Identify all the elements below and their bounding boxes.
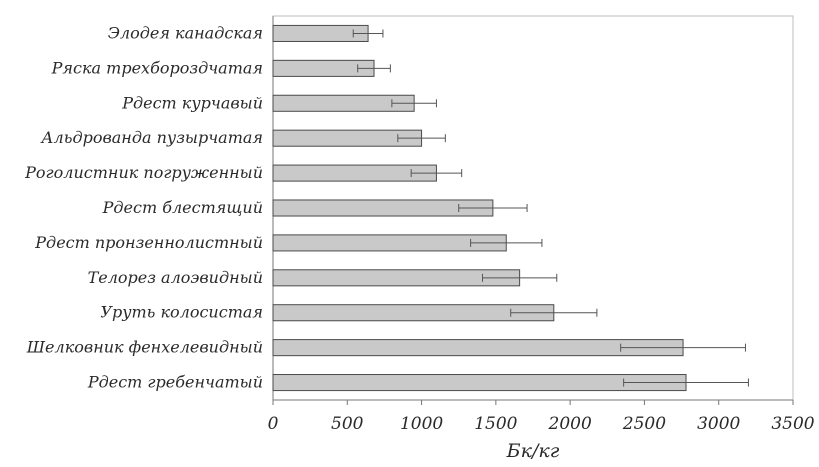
category-label: Рдест гребенчатый: [87, 373, 263, 392]
x-tick-label: 3500: [771, 414, 814, 434]
category-label: Шелковник фенхелевидный: [26, 338, 263, 357]
x-tick-label: 1000: [400, 414, 443, 434]
x-tick-label: 500: [331, 414, 364, 434]
category-label: Элодея канадская: [108, 23, 263, 42]
category-label: Рдест блестящий: [102, 198, 263, 217]
x-tick-label: 3000: [697, 414, 740, 434]
category-label: Уруть колосистая: [100, 303, 263, 322]
x-axis-title: Бк/кг: [506, 440, 560, 462]
category-label: Роголистник погруженный: [24, 163, 263, 182]
x-tick-label: 1500: [474, 414, 517, 434]
x-tick-label: 2500: [622, 414, 666, 434]
x-tick-label: 0: [268, 414, 279, 434]
x-ticks-group: 0 500 1000 1500 2000 2500 3000 3500: [268, 400, 815, 434]
category-label: Альдрованда пузырчатая: [40, 128, 263, 147]
category-label: Рдест курчавый: [121, 93, 263, 112]
bars-group: [272, 24, 687, 392]
category-label: Рдест пронзеннолистный: [34, 233, 263, 252]
category-label: Телорез алоэвидный: [88, 268, 263, 287]
category-label: Ряска трехбороздчатая: [51, 58, 263, 77]
error-bars-group: [352, 29, 749, 387]
x-tick-label: 2000: [548, 414, 592, 434]
category-labels-group: Элодея канадская Ряска трехбороздчатая Рде…: [24, 23, 263, 391]
